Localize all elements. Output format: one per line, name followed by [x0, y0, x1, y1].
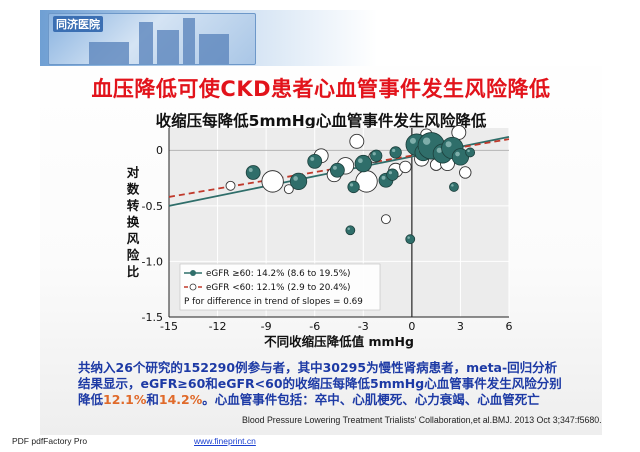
data-point-highlight	[310, 156, 315, 161]
y-axis-label-char: 险	[127, 248, 140, 263]
y-tick-label: -0.5	[142, 200, 163, 213]
legend-label-egfr-ge60: eGFR ≥60: 14.2% (8.6 to 19.5%)	[206, 269, 351, 279]
data-point-highlight	[445, 141, 452, 148]
data-point-highlight	[332, 165, 337, 170]
legend-marker-egfr-ge60	[190, 270, 196, 276]
data-point-highlight	[455, 151, 460, 157]
y-axis-label-char: 比	[127, 264, 140, 279]
data-point-highlight	[409, 137, 416, 144]
slide-title: 血压降低可使CKD患者心血管事件发生风险降低	[91, 77, 551, 101]
data-point-egfr-ge60	[370, 149, 383, 162]
data-point-highlight	[436, 147, 442, 153]
x-axis-label: 不同收缩压降低值 mmHg	[264, 334, 414, 349]
data-point-egfr-ge60	[329, 162, 345, 178]
y-axis-label-char: 数	[126, 182, 140, 197]
description-line-2: 结果显示，eGFR≥60和eGFR<60的收缩压每降低5mmHg心血管事件发生风…	[78, 376, 562, 391]
data-point-egfr-lt60	[261, 170, 284, 193]
data-point-highlight	[392, 148, 396, 153]
data-point-egfr-ge60	[354, 154, 372, 173]
trend-p-value-annotation: P for difference in trend of slopes = 0.…	[184, 297, 363, 307]
description-text: 。心血管事件包括：卒中、心肌梗死、心力衰竭、心血管死亡	[202, 392, 540, 407]
legend-marker-egfr-lt60	[189, 283, 197, 291]
x-tick-label: -6	[309, 320, 320, 333]
data-point-highlight	[349, 183, 354, 187]
highlight-rate-1: 12.1%	[103, 392, 147, 407]
data-point-egfr-ge60	[245, 165, 261, 180]
data-point-highlight	[407, 236, 410, 239]
description-text: 降低	[78, 392, 104, 407]
data-point-highlight	[293, 176, 298, 181]
data-point-highlight	[422, 137, 431, 145]
hospital-logo: 同济医院	[48, 13, 256, 65]
data-point-egfr-lt60	[225, 180, 236, 191]
legend-label-egfr-lt60: eGFR <60: 12.1% (2.9 to 20.4%)	[206, 283, 351, 293]
data-point-egfr-ge60	[386, 168, 399, 181]
x-tick-label: -9	[261, 320, 272, 333]
footer-producer: PDF pdfFactory Pro	[12, 436, 88, 446]
data-point-highlight	[372, 152, 376, 156]
legend-box	[179, 263, 381, 311]
y-axis-label-char: 风	[127, 231, 140, 246]
data-point-egfr-ge60	[449, 182, 459, 192]
data-point-egfr-lt60	[399, 160, 412, 174]
x-tick-label: 6	[506, 320, 513, 333]
highlight-rate-2: 14.2%	[158, 392, 203, 407]
data-point-highlight	[358, 158, 363, 163]
description: 共纳入26个研究的152290例参与者，其中30295为慢性肾病患者，meta-…	[78, 360, 598, 408]
y-tick-label: 0	[156, 144, 163, 157]
x-tick-label: 0	[408, 320, 415, 333]
x-tick-label: -12	[209, 320, 227, 333]
data-point-highlight	[388, 171, 393, 175]
x-tick-label: 3	[457, 320, 464, 333]
data-point-highlight	[381, 175, 386, 180]
y-tick-label: -1.0	[142, 255, 163, 268]
chart-title: 收缩压每降低5mmHg心血管事件发生风险降低	[155, 112, 487, 130]
x-tick-label: -15	[160, 320, 178, 333]
data-point-egfr-ge60	[405, 234, 416, 245]
data-point-egfr-lt60	[349, 133, 365, 149]
data-point-highlight	[467, 149, 470, 153]
citation: Blood Pressure Lowering Treatment Triali…	[242, 415, 602, 425]
data-point-egfr-ge60	[307, 153, 323, 169]
data-point-egfr-ge60	[389, 146, 402, 159]
data-point-highlight	[451, 184, 454, 187]
data-point-egfr-ge60	[289, 172, 308, 191]
data-point-egfr-lt60	[459, 166, 472, 179]
y-axis-label-char: 转	[127, 198, 140, 213]
y-axis-label-char: 对	[127, 165, 140, 180]
description-line-1: 共纳入26个研究的152290例参与者，其中30295为慢性肾病患者，meta-…	[78, 360, 558, 375]
data-point-egfr-ge60	[465, 147, 476, 158]
logo-text: 同济医院	[53, 16, 103, 32]
data-point-egfr-ge60	[347, 180, 360, 194]
data-point-egfr-ge60	[345, 225, 356, 236]
data-point-egfr-lt60	[381, 214, 391, 225]
description-line-3: 降低12.1%和14.2%。心血管事件包括：卒中、心肌梗死、心力衰竭、心血管死亡	[78, 392, 598, 408]
footer-link[interactable]: www.fineprint.cn	[194, 436, 256, 446]
y-axis-label-char: 换	[127, 215, 140, 230]
y-tick-label: -1.5	[142, 311, 163, 324]
x-tick-label: -3	[358, 320, 369, 333]
data-point-highlight	[248, 168, 253, 172]
description-text: 和	[146, 392, 159, 407]
data-point-egfr-lt60	[283, 184, 294, 195]
data-point-highlight	[347, 227, 351, 230]
